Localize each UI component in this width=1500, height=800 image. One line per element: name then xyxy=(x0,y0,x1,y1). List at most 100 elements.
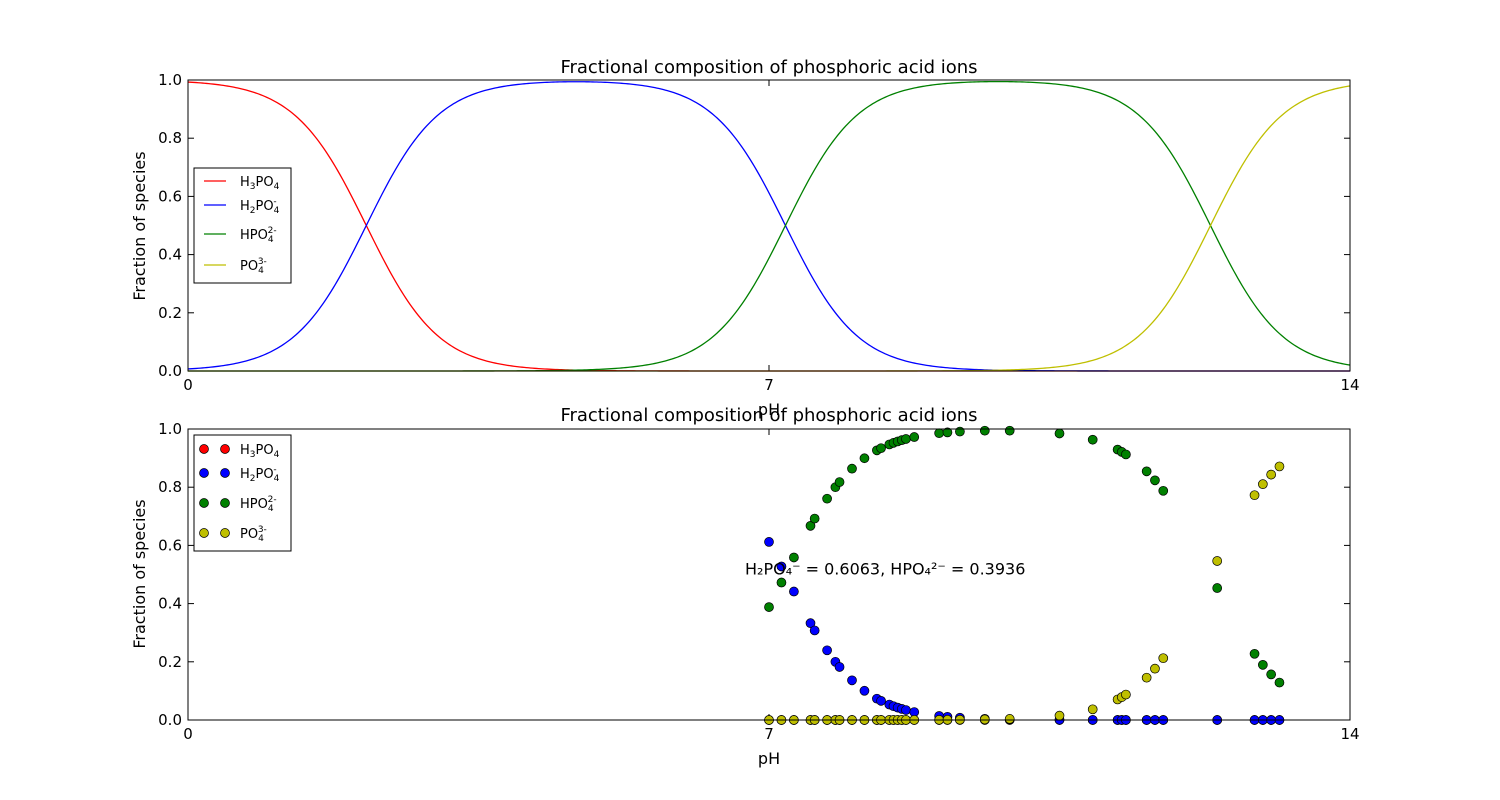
data-point-h2po4 xyxy=(822,645,832,656)
chart-top-ytick-label: 0.6 xyxy=(158,187,182,205)
data-point-po4 xyxy=(1274,461,1285,472)
legend-marker-h2po4 xyxy=(220,468,230,478)
data-point-h2po4 xyxy=(901,705,911,715)
chart-top: Fractional composition of phosphoric aci… xyxy=(130,57,1360,419)
legend-marker-hpo4 xyxy=(220,498,230,508)
data-point-h2po4 xyxy=(776,561,787,572)
data-point-h2po4 xyxy=(834,662,845,672)
data-point-hpo4 xyxy=(1212,583,1223,593)
chart-top-legend: H3PO4 H2PO4- HPO42- PO43- xyxy=(193,167,292,284)
legend-label-h3po4: H3PO4 xyxy=(240,443,280,460)
data-point-hpo4 xyxy=(1054,428,1065,439)
data-point-po4 xyxy=(1004,714,1015,724)
data-point-hpo4 xyxy=(805,521,816,531)
chart-top-title: Fractional composition of phosphoric aci… xyxy=(560,57,977,78)
data-point-hpo4 xyxy=(1150,475,1160,486)
data-point-h2po4 xyxy=(876,695,886,706)
legend-label-hpo4: HPO42- xyxy=(240,226,277,245)
data-point-hpo4 xyxy=(822,493,832,504)
data-point-po4 xyxy=(1249,490,1260,501)
data-point-hpo4 xyxy=(1141,466,1152,477)
legend-entry-h2po4: H2PO4- xyxy=(204,197,280,216)
data-point-hpo4 xyxy=(1249,648,1260,659)
legend-label-hpo4: HPO42- xyxy=(240,495,277,514)
chart-top-ytick-label: 0.4 xyxy=(158,246,182,264)
data-point-po4 xyxy=(1158,653,1169,664)
chart-top-ytick-label: 1.0 xyxy=(158,71,182,89)
legend-label-po4: PO43- xyxy=(240,525,267,544)
data-point-hpo4 xyxy=(876,443,886,454)
legend-marker-h3po4 xyxy=(199,444,209,454)
data-point-po4 xyxy=(1141,672,1152,683)
legend-entry-hpo4: HPO42- xyxy=(199,495,277,514)
legend-box xyxy=(193,167,292,284)
data-point-po4 xyxy=(1266,469,1277,480)
chart-top-ylabel: Fraction of species xyxy=(130,151,149,300)
data-point-hpo4 xyxy=(1257,659,1268,670)
chart-bottom-ytick-label: 0.8 xyxy=(158,478,182,496)
data-point-po4 xyxy=(1087,704,1098,715)
data-point-hpo4 xyxy=(776,577,787,588)
data-point-hpo4 xyxy=(1087,434,1098,445)
chart-bottom-xtick-label: 0 xyxy=(183,725,193,743)
data-point-po4 xyxy=(1212,556,1223,566)
data-point-h2po4 xyxy=(847,675,857,686)
chart-bottom-ytick-label: 0.4 xyxy=(158,595,182,613)
data-point-hpo4 xyxy=(1274,677,1285,688)
legend-entry-h2po4: H2PO4- xyxy=(199,465,280,484)
chart-bottom-annotation: H₂PO₄⁻ = 0.6063, HPO₄²⁻ = 0.3936 xyxy=(745,560,1025,579)
chart-top-ytick-label: 0.0 xyxy=(158,362,182,380)
data-point-po4 xyxy=(1121,689,1131,700)
data-point-hpo4 xyxy=(764,602,774,612)
data-point-h2po4 xyxy=(809,625,820,636)
chart-top-ytick-label: 0.8 xyxy=(158,129,182,147)
data-point-hpo4 xyxy=(834,477,845,487)
chart-top-ytick-label: 0.2 xyxy=(158,304,182,322)
chart-bottom-ytick-label: 0.0 xyxy=(158,711,182,729)
chart-bottom-ytick-label: 1.0 xyxy=(158,420,182,438)
data-point-h2po4 xyxy=(859,685,870,696)
data-point-hpo4 xyxy=(1266,669,1277,680)
legend-entry-po4: PO43- xyxy=(204,257,267,276)
data-point-po4 xyxy=(1257,479,1268,490)
chart-bottom-ylabel: Fraction of species xyxy=(130,499,149,648)
chart-bottom-xlabel: pH xyxy=(758,749,780,768)
data-point-hpo4 xyxy=(901,434,911,444)
chart-top-xtick-label: 7 xyxy=(764,376,774,394)
chart-top-ticks: 0 7 14 0.0 0.2 0.4 0.6 0.8 1.0 xyxy=(158,71,1359,394)
chart-bottom: Fractional composition of phosphoric aci… xyxy=(130,405,1360,768)
chart-bottom-ytick-label: 0.6 xyxy=(158,536,182,554)
legend-marker-po4 xyxy=(220,528,230,538)
chart-bottom-frame xyxy=(187,428,1351,721)
legend-entry-h3po4: H3PO4 xyxy=(204,175,280,192)
data-point-h2po4 xyxy=(789,586,799,597)
chart-bottom-xtick-label: 14 xyxy=(1340,725,1359,743)
chart-bottom-title: Fractional composition of phosphoric aci… xyxy=(560,405,977,426)
data-point-hpo4 xyxy=(934,428,945,439)
legend-marker-po4 xyxy=(199,528,209,538)
data-point-hpo4 xyxy=(955,426,965,437)
legend-marker-h3po4 xyxy=(220,444,230,454)
data-point-hpo4 xyxy=(847,463,857,474)
legend-box xyxy=(193,434,292,552)
data-point-hpo4 xyxy=(1158,485,1169,496)
data-point-hpo4 xyxy=(942,427,953,438)
chart-top-frame xyxy=(187,79,1351,372)
chart-bottom-ytick-label: 0.2 xyxy=(158,653,182,671)
legend-label-h3po4: H3PO4 xyxy=(240,175,280,192)
legend-label-h2po4: H2PO4- xyxy=(240,465,280,484)
data-point-h2po4 xyxy=(805,618,816,629)
chart-top-xtick-label: 0 xyxy=(183,376,193,394)
legend-entry-h3po4: H3PO4 xyxy=(199,443,280,460)
data-point-po4 xyxy=(1150,663,1160,674)
data-point-hpo4 xyxy=(789,552,799,563)
data-point-po4 xyxy=(979,714,990,725)
chart-top-xtick-label: 14 xyxy=(1340,376,1359,394)
data-point-hpo4 xyxy=(1004,425,1015,436)
data-point-hpo4 xyxy=(859,453,870,464)
data-point-po4 xyxy=(1054,710,1065,721)
chart-top-xlabel: pH xyxy=(758,400,780,419)
legend-label-h2po4: H2PO4- xyxy=(240,197,280,216)
chart-bottom-xtick-label: 7 xyxy=(764,725,774,743)
